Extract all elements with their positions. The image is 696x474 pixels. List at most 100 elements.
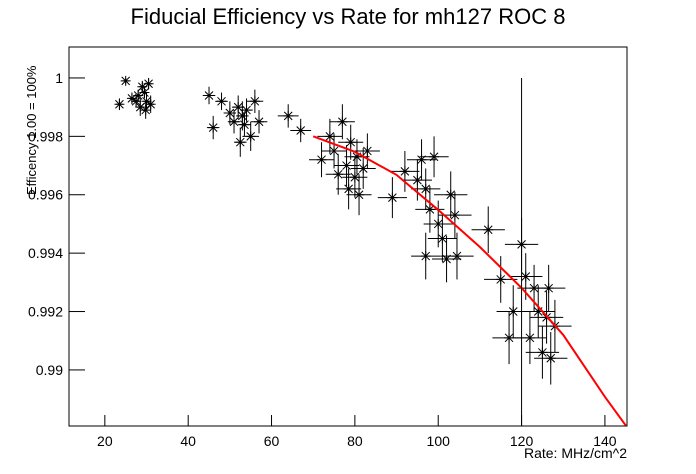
y-tick-label: 0.994 bbox=[28, 245, 63, 261]
marker bbox=[333, 169, 344, 180]
data-point bbox=[126, 92, 137, 105]
marker bbox=[329, 145, 340, 156]
data-point bbox=[377, 177, 407, 219]
data-point bbox=[531, 264, 566, 312]
marker bbox=[387, 192, 398, 203]
marker bbox=[445, 189, 456, 200]
data-point bbox=[338, 124, 364, 160]
chart-title: Fiducial Efficiency vs Rate for mh127 RO… bbox=[131, 4, 566, 29]
data-point bbox=[206, 115, 220, 140]
marker bbox=[533, 306, 544, 317]
marker bbox=[249, 96, 260, 107]
x-tick-label: 20 bbox=[97, 433, 113, 449]
marker bbox=[362, 145, 373, 156]
marker bbox=[437, 233, 448, 244]
data-point bbox=[250, 110, 268, 134]
marker bbox=[141, 96, 152, 107]
data-point bbox=[402, 159, 432, 201]
data-point bbox=[440, 232, 474, 280]
data-point bbox=[114, 98, 125, 111]
marker bbox=[354, 189, 365, 200]
marker bbox=[537, 347, 548, 358]
data-point bbox=[354, 133, 380, 169]
x-tick-label: 60 bbox=[264, 433, 280, 449]
marker bbox=[216, 96, 227, 107]
marker bbox=[145, 99, 156, 110]
marker bbox=[254, 116, 265, 127]
data-point bbox=[346, 174, 372, 216]
marker bbox=[520, 271, 531, 282]
marker bbox=[420, 251, 431, 262]
data-point bbox=[202, 86, 216, 105]
marker bbox=[204, 90, 215, 101]
marker bbox=[545, 353, 556, 364]
marker bbox=[120, 75, 131, 86]
marker bbox=[283, 110, 294, 121]
data-point bbox=[431, 235, 462, 283]
marker bbox=[114, 99, 125, 110]
y-tick-label: 0.998 bbox=[28, 128, 63, 144]
y-tick-label: 0.99 bbox=[36, 362, 63, 378]
fit-curve bbox=[312, 135, 627, 427]
data-point bbox=[390, 150, 420, 192]
marker bbox=[358, 163, 369, 174]
data-point bbox=[336, 168, 362, 210]
marker bbox=[143, 78, 154, 89]
data-point bbox=[290, 118, 312, 143]
marker bbox=[137, 81, 148, 92]
marker bbox=[412, 175, 423, 186]
marker bbox=[495, 274, 506, 285]
data-point bbox=[145, 95, 156, 113]
marker bbox=[295, 125, 306, 136]
marker bbox=[245, 131, 256, 142]
marker bbox=[416, 154, 427, 165]
marker bbox=[441, 253, 452, 264]
data-point bbox=[525, 326, 560, 379]
marker bbox=[451, 251, 462, 262]
marker bbox=[508, 306, 519, 317]
data-point bbox=[242, 121, 260, 151]
x-axis-label: Rate: MHz/cm^2 bbox=[524, 445, 627, 461]
marker bbox=[349, 172, 360, 183]
data-point bbox=[411, 168, 441, 210]
y-tick-label: 1 bbox=[55, 70, 63, 86]
marker bbox=[239, 119, 250, 130]
y-tick-label: 0.992 bbox=[28, 304, 63, 320]
marker bbox=[345, 137, 356, 148]
marker bbox=[233, 102, 244, 113]
plot-frame bbox=[68, 46, 628, 427]
data-point bbox=[321, 133, 347, 169]
data-point bbox=[140, 101, 151, 119]
marker bbox=[235, 137, 246, 148]
data-point bbox=[521, 285, 555, 338]
x-tick-label: 140 bbox=[593, 433, 617, 449]
marker bbox=[241, 105, 252, 116]
data-point bbox=[492, 311, 526, 365]
marker bbox=[449, 210, 460, 221]
data-point bbox=[227, 110, 241, 134]
data-point bbox=[238, 112, 251, 137]
data-point bbox=[427, 215, 457, 262]
marker bbox=[139, 87, 150, 98]
marker bbox=[133, 90, 144, 101]
y-axis-label: Efficency 1.00 = 100% bbox=[24, 65, 39, 195]
marker bbox=[504, 332, 515, 343]
data-point bbox=[240, 98, 253, 122]
y-tick-label: 0.996 bbox=[28, 187, 63, 203]
data-point bbox=[329, 104, 355, 140]
marker bbox=[351, 151, 362, 162]
marker bbox=[483, 224, 494, 235]
marker bbox=[399, 166, 410, 177]
marker bbox=[140, 105, 151, 116]
marker bbox=[237, 110, 248, 121]
data-point bbox=[415, 185, 445, 233]
x-tick-label: 120 bbox=[510, 433, 534, 449]
marker bbox=[337, 116, 348, 127]
data-point bbox=[309, 142, 335, 178]
data-point bbox=[141, 92, 152, 111]
x-tick-label: 100 bbox=[427, 433, 451, 449]
marker bbox=[424, 204, 435, 215]
data-point bbox=[120, 75, 131, 86]
data-point bbox=[419, 136, 449, 178]
